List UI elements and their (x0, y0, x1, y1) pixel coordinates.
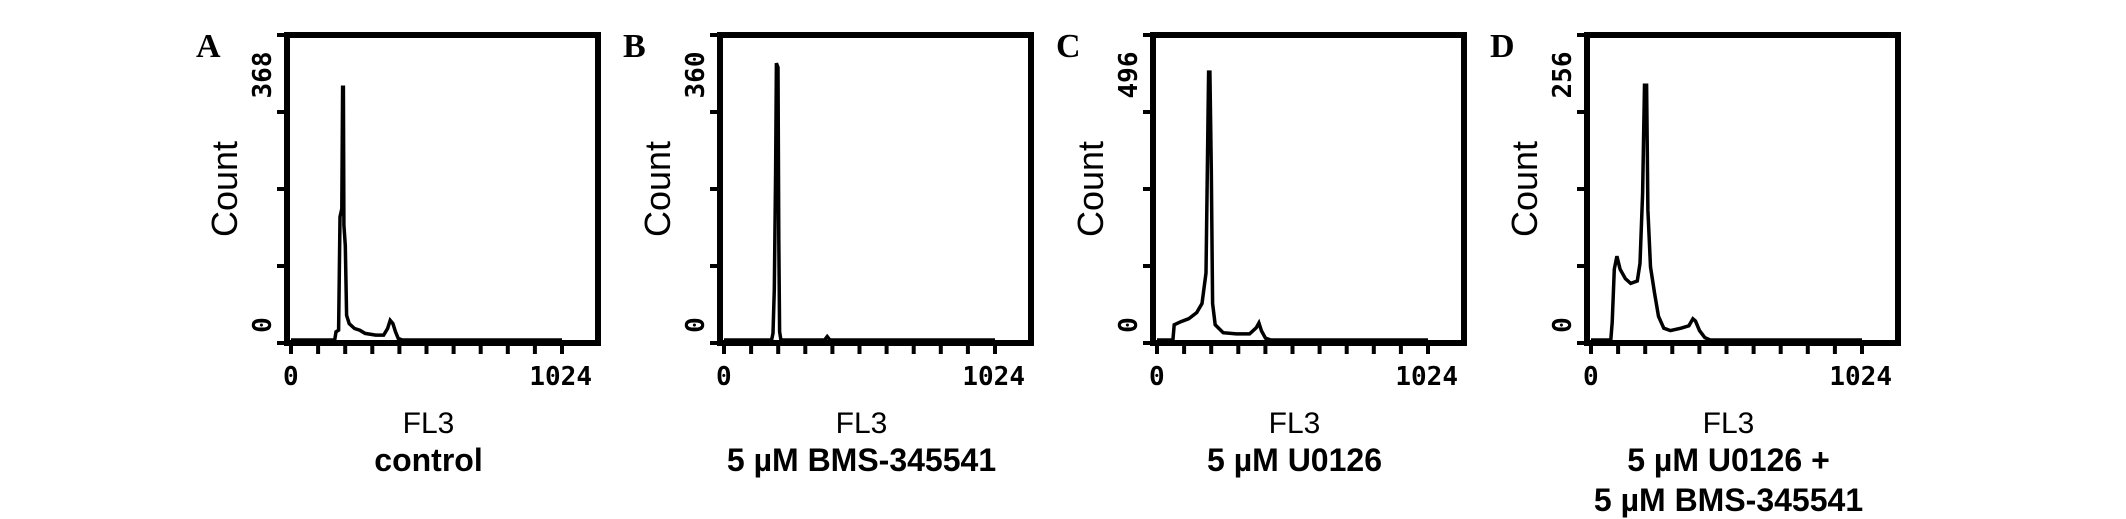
x-axis-label: FL3 (403, 407, 455, 440)
plot-frame (1584, 32, 1901, 346)
panel-b: B 0 360 Count 0 1024 FL3 5 µM BMS-345541 (433, 0, 1034, 519)
y-tick-label-max: 256 (1548, 52, 1578, 99)
x-tick-label-max: 1024 (1829, 362, 1892, 392)
histogram-line (1591, 83, 1862, 342)
panel-c: C 0 496 Count 0 1024 FL3 5 µM U0126 (866, 0, 1467, 519)
histogram-line (724, 62, 995, 342)
x-axis-label: FL3 (1703, 407, 1755, 440)
x-tick-label-min: 0 (1583, 362, 1599, 392)
x-tick-label-max: 1024 (529, 362, 592, 392)
y-tick-label-min: 0 (1114, 317, 1144, 333)
panel-letter: A (196, 28, 221, 65)
x-axis-label: FL3 (1269, 407, 1321, 440)
panel-caption: 5 µM U0126 (1207, 442, 1382, 478)
y-tick-label-min: 0 (1548, 317, 1578, 333)
panel-a: A 0 368 Count 0 1024 FL3 control (0, 0, 601, 519)
panel-caption: 5 µM BMS-345541 (727, 442, 996, 478)
histogram-line (1157, 70, 1428, 342)
y-tick-label-max: 368 (248, 52, 278, 99)
panel-caption: 5 µM U0126 + (1627, 442, 1830, 478)
x-tick-label-max: 1024 (1395, 362, 1458, 392)
y-tick-label-max: 360 (681, 52, 711, 99)
y-tick-label-max: 496 (1114, 52, 1144, 99)
x-tick-label-min: 0 (716, 362, 732, 392)
y-axis-label: Count (204, 141, 245, 237)
panel-letter: D (1490, 28, 1515, 65)
x-tick-label-max: 1024 (962, 362, 1025, 392)
y-tick-label-min: 0 (681, 317, 711, 333)
histogram-line (291, 85, 562, 342)
x-tick-label-min: 0 (283, 362, 299, 392)
y-axis-label: Count (637, 141, 678, 237)
x-tick-label-min: 0 (1149, 362, 1165, 392)
x-axis-label: FL3 (836, 407, 888, 440)
panel-letter: C (1056, 28, 1081, 65)
panel-caption: 5 µM BMS-345541 (1594, 482, 1863, 518)
y-tick-label-min: 0 (248, 317, 278, 333)
panel-letter: B (623, 28, 646, 65)
panel-d: D 0 256 Count 0 1024 FL3 5 µM U0126 + 5 µM BMS-3… (1300, 0, 1901, 519)
y-axis-label: Count (1504, 141, 1545, 237)
y-axis-label: Count (1070, 141, 1111, 237)
panel-caption: control (374, 442, 482, 478)
